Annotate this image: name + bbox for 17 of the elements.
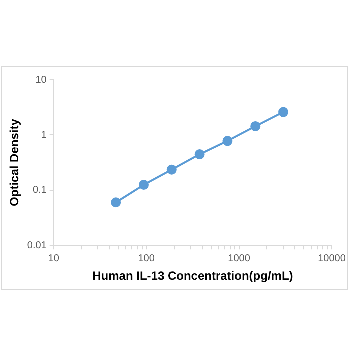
y-tick-label: 1 xyxy=(41,130,48,141)
y-tick-label: 10 xyxy=(36,74,48,86)
x-tick-label: 1000 xyxy=(228,253,251,264)
point xyxy=(194,150,205,160)
x-tick-label: 10000 xyxy=(318,253,346,264)
point xyxy=(111,198,122,208)
y-tick-label: 0.01 xyxy=(27,240,48,252)
y-axis-title: Optical Density xyxy=(8,118,22,206)
y-tick-label: 0.1 xyxy=(32,185,48,196)
point xyxy=(166,164,177,175)
x-tick-label: 100 xyxy=(138,253,156,264)
x-tick-label: 10 xyxy=(48,253,60,264)
x-axis-title: Human IL-13 Concentration(pg/mL) xyxy=(92,269,294,284)
point xyxy=(278,107,289,118)
point xyxy=(250,121,261,132)
point xyxy=(139,180,149,190)
point xyxy=(222,136,233,146)
